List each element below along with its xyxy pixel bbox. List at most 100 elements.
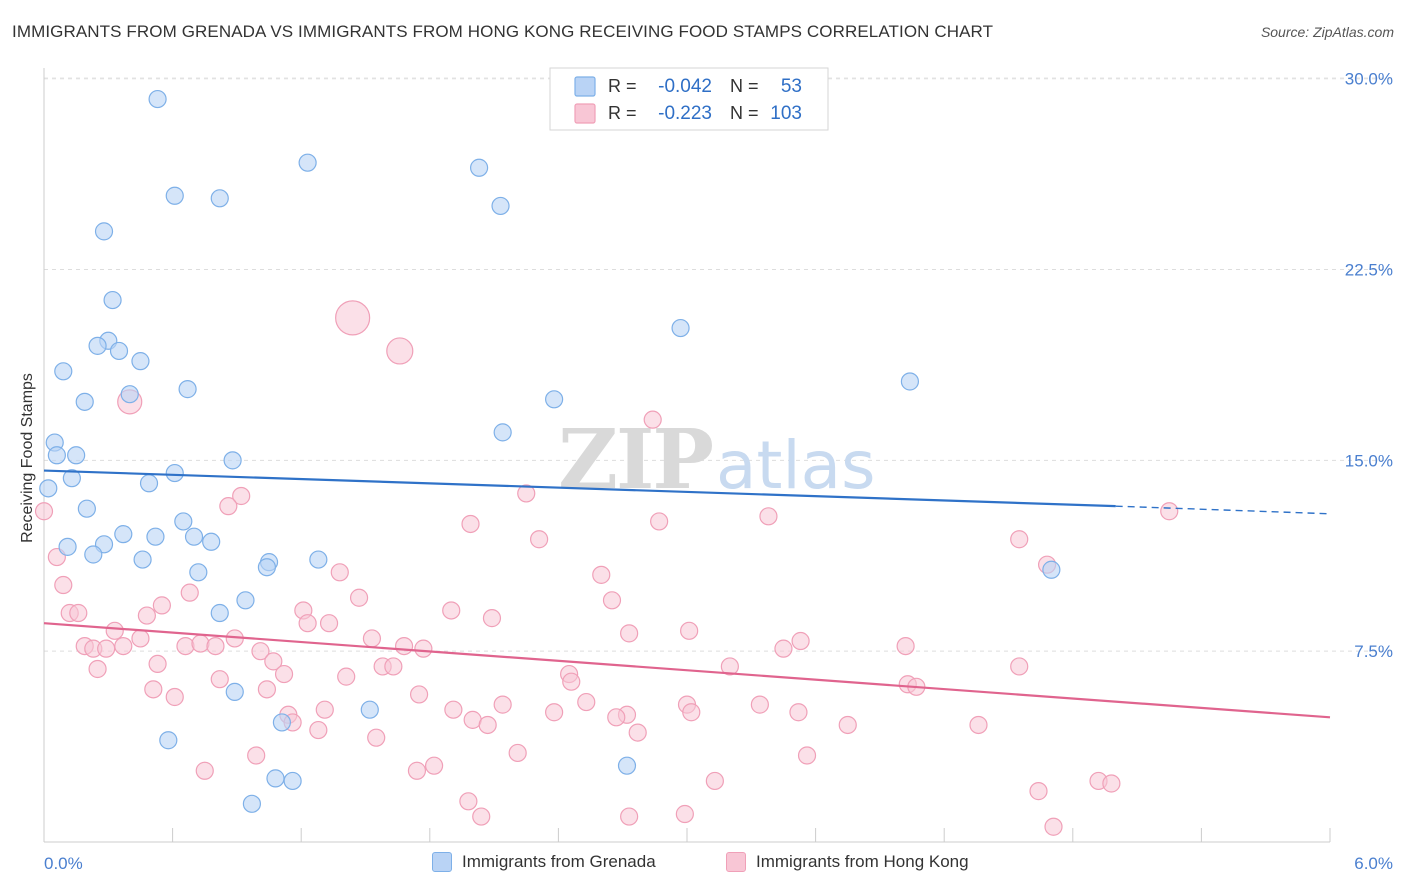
- hong-kong-point: [384, 657, 403, 676]
- grenada-point: [202, 532, 221, 551]
- hong-kong-point: [206, 636, 225, 656]
- legend-r-value: -0.042: [658, 76, 712, 97]
- grenada-point: [58, 537, 77, 556]
- hong-kong-point: [797, 746, 817, 765]
- hong-kong-point: [643, 410, 662, 429]
- hong-kong-point: [1010, 657, 1029, 676]
- grenada-point: [671, 318, 690, 338]
- grenada-point: [242, 794, 262, 813]
- hong-kong-point: [152, 596, 171, 615]
- legend-n-label: N =: [730, 76, 759, 96]
- hong-kong-point: [349, 588, 369, 607]
- hong-kong-point: [1029, 782, 1048, 801]
- grenada-point: [210, 603, 229, 623]
- grenada-point: [165, 463, 184, 483]
- hong-kong-point: [219, 497, 238, 516]
- x-tick-label: 0.0%: [44, 854, 83, 873]
- hong-kong-point: [424, 756, 444, 775]
- hong-kong-point: [530, 530, 549, 549]
- hong-kong-point: [838, 715, 857, 735]
- legend-swatch-grenada: [432, 852, 452, 872]
- legend-item-grenada[interactable]: Immigrants from Grenada: [432, 852, 656, 872]
- y-tick-label: 7.5%: [1354, 642, 1393, 661]
- hong-kong-point: [896, 636, 915, 656]
- hong-kong-point: [774, 639, 793, 658]
- grenada-point: [148, 89, 167, 109]
- grenada-point: [178, 380, 197, 399]
- x-tick-label: 6.0%: [1354, 854, 1393, 873]
- legend-item-hong-kong[interactable]: Immigrants from Hong Kong: [726, 852, 969, 872]
- legend-r-label: R =: [608, 76, 637, 96]
- correlation-legend: R = -0.042 N = 53 R = -0.223 N = 103: [549, 67, 829, 131]
- grenada-point: [1042, 560, 1061, 579]
- grenada-point: [309, 550, 328, 569]
- legend-r-label: R =: [608, 103, 637, 123]
- hong-kong-point: [1160, 502, 1179, 521]
- grenada-point: [39, 479, 58, 498]
- hong-kong-point: [1010, 530, 1029, 549]
- hong-kong-point: [34, 502, 54, 521]
- grenada-point: [174, 512, 193, 531]
- hong-kong-point: [54, 575, 73, 595]
- hong-kong-trend-line: [43, 622, 1331, 719]
- hong-kong-point: [472, 807, 491, 826]
- watermark: ZIP atlas: [558, 412, 875, 508]
- hong-kong-point: [309, 720, 328, 740]
- grenada-point: [84, 545, 103, 564]
- axes: [43, 68, 1331, 843]
- hong-kong-point: [176, 636, 195, 656]
- hong-kong-point: [330, 563, 349, 582]
- hong-kong-point: [759, 507, 778, 526]
- hong-kong-point: [319, 614, 339, 633]
- grenada-point: [184, 527, 204, 546]
- hong-kong-point: [789, 703, 808, 722]
- grenada-point: [272, 713, 292, 732]
- hong-kong-point: [482, 609, 502, 628]
- hong-kong-point: [247, 746, 266, 765]
- hong-kong-point: [620, 807, 639, 826]
- grenada-point: [257, 558, 277, 577]
- grenada-point: [900, 372, 920, 391]
- hong-kong-point: [791, 631, 810, 651]
- hong-kong-point: [969, 715, 988, 735]
- hong-kong-point: [210, 670, 229, 689]
- hong-kong-point: [137, 606, 156, 625]
- hong-kong-point: [264, 652, 283, 671]
- legend-swatch-hong-kong: [726, 852, 746, 872]
- y-tick-label: 30.0%: [1345, 70, 1393, 89]
- hong-kong-point: [517, 484, 536, 503]
- grenada-point: [236, 591, 255, 610]
- hong-kong-point: [386, 337, 414, 365]
- legend-box-frame: [549, 67, 829, 131]
- hong-kong-point: [720, 657, 739, 676]
- hong-kong-point: [232, 486, 251, 506]
- hong-kong-point: [493, 695, 512, 714]
- gridlines: [44, 77, 1395, 652]
- hong-kong-point: [602, 591, 622, 610]
- legend-n-value: 103: [770, 103, 802, 124]
- grenada-point: [360, 700, 379, 719]
- hong-kong-point: [1044, 817, 1063, 836]
- grenada-point: [146, 527, 165, 546]
- hong-kong-point: [335, 300, 371, 336]
- hong-kong-point: [607, 708, 626, 727]
- grenada-point: [298, 153, 317, 172]
- grenada-point: [54, 362, 73, 381]
- grenada-point: [75, 392, 94, 411]
- hong-kong-point: [682, 703, 701, 722]
- hong-kong-point: [367, 728, 386, 747]
- hong-kong-point: [315, 700, 334, 719]
- hong-kong-point: [195, 761, 214, 780]
- grenada-point: [491, 196, 510, 216]
- hong-kong-point: [69, 603, 88, 623]
- grenada-point: [131, 352, 150, 371]
- hong-kong-point: [131, 629, 150, 648]
- hong-kong-point: [1102, 774, 1121, 793]
- grenada-point: [493, 423, 512, 442]
- grenada-point: [223, 451, 242, 470]
- grenada-point: [210, 189, 229, 208]
- legend-n-label: N =: [730, 103, 759, 123]
- hong-kong-point: [409, 685, 429, 704]
- hong-kong-point: [407, 761, 427, 780]
